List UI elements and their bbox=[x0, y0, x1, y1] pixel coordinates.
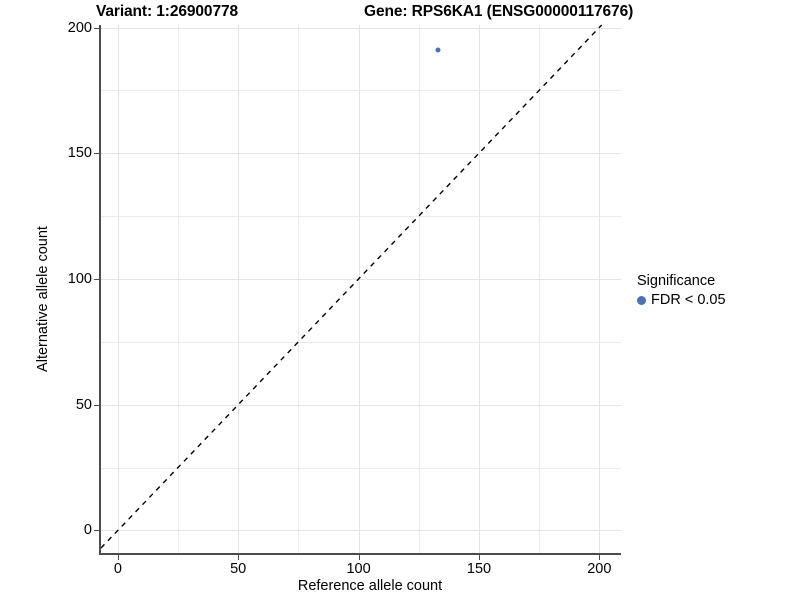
y-axis-tick bbox=[94, 278, 99, 280]
y-axis-tick-label: 50 bbox=[75, 396, 92, 413]
x-axis-tick bbox=[117, 555, 119, 560]
gridline-vertical bbox=[479, 25, 480, 553]
gridline-horizontal bbox=[101, 404, 621, 406]
gridline-vertical bbox=[298, 25, 300, 553]
gridline-horizontal bbox=[101, 216, 621, 218]
legend-items: FDR < 0.05 bbox=[637, 291, 792, 310]
y-axis-line bbox=[99, 25, 101, 555]
gridline-horizontal bbox=[101, 90, 621, 92]
x-axis-tick bbox=[479, 555, 480, 560]
legend: Significance FDR < 0.05 bbox=[637, 272, 792, 310]
legend-dot-icon bbox=[637, 296, 646, 305]
gridline-vertical bbox=[599, 25, 601, 553]
gridline-vertical bbox=[418, 25, 420, 553]
y-axis-tick-label: 0 bbox=[83, 522, 92, 539]
x-axis-tick-label: 0 bbox=[113, 561, 122, 577]
legend-title: Significance bbox=[637, 273, 716, 289]
gridline-vertical bbox=[238, 25, 240, 553]
y-axis-tick-label: 100 bbox=[67, 270, 92, 287]
legend-item[interactable]: FDR < 0.05 bbox=[637, 291, 792, 310]
gridline-horizontal bbox=[101, 467, 621, 469]
identity-reference-line bbox=[101, 25, 621, 553]
y-axis-tick-label: 200 bbox=[67, 19, 92, 36]
x-axis-tick-label: 150 bbox=[466, 561, 492, 577]
gridline-vertical bbox=[117, 25, 119, 553]
gridline-vertical bbox=[358, 25, 360, 553]
y-axis-tick bbox=[94, 404, 99, 406]
gridline-horizontal bbox=[101, 530, 621, 532]
plot-panel bbox=[101, 25, 621, 553]
x-axis-label: Reference allele count bbox=[297, 578, 443, 594]
y-axis-tick bbox=[94, 27, 99, 29]
gridline-horizontal bbox=[101, 341, 621, 343]
x-axis-tick bbox=[599, 555, 601, 560]
y-axis-tick-label: 150 bbox=[67, 145, 92, 162]
scatter-point[interactable] bbox=[435, 47, 441, 53]
gridline-horizontal bbox=[101, 278, 621, 280]
gene-title: Gene: RPS6KA1 (ENSG00000117676) bbox=[364, 3, 634, 20]
x-axis-tick-label: 200 bbox=[587, 561, 612, 577]
y-axis-tick bbox=[94, 153, 99, 155]
y-axis-label: Alternative allele count bbox=[35, 226, 51, 372]
gridline-horizontal bbox=[101, 153, 621, 155]
x-axis-tick bbox=[238, 555, 240, 560]
gridline-horizontal bbox=[101, 27, 621, 29]
x-axis-tick-label: 50 bbox=[230, 561, 247, 577]
y-axis-tick bbox=[94, 530, 99, 532]
legend-item-label: FDR < 0.05 bbox=[651, 292, 726, 308]
x-axis-tick bbox=[358, 555, 360, 560]
x-axis-tick-label: 100 bbox=[346, 561, 371, 577]
x-axis-line bbox=[101, 553, 621, 555]
gridline-vertical bbox=[178, 25, 179, 553]
gridline-vertical bbox=[539, 25, 541, 553]
variant-title: Variant: 1:26900778 bbox=[96, 3, 239, 20]
